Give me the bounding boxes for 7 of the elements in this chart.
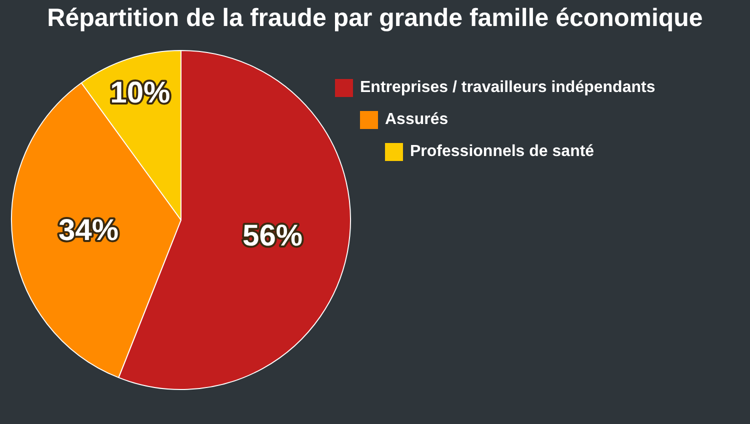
legend-label: Assurés xyxy=(385,111,448,129)
data-label: 34% xyxy=(58,214,119,247)
legend-label: Entreprises / travailleurs indépendants xyxy=(360,79,656,97)
data-label: 10% xyxy=(110,76,170,110)
chart-title: Répartition de la fraude par grande famille économique xyxy=(46,4,704,33)
legend-label: Professionnels de santé xyxy=(410,143,594,161)
data-label: 56% xyxy=(242,220,303,253)
